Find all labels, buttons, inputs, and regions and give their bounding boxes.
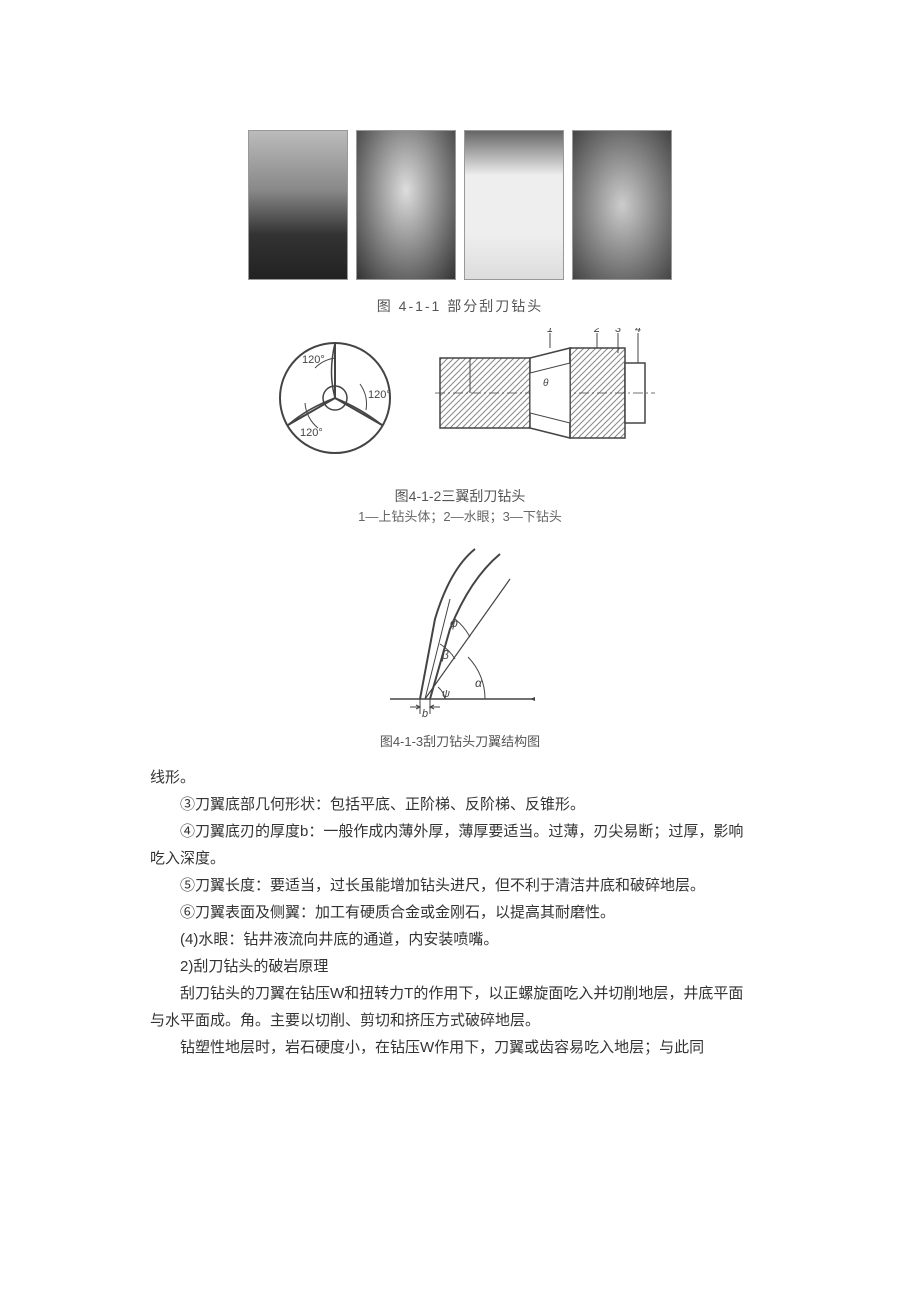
text-line-6: (4)水眼：钻井液流向井底的通道，内安装喷嘴。 [150,926,770,953]
figure-4-1-1-caption: 图 4-1-1 部分刮刀钻头 [377,296,543,316]
blade-structure-diagram: b φ β α ψ [380,539,540,719]
text-line-7: 2)刮刀钻头的破岩原理 [150,953,770,980]
drill-bit-photo-1 [248,130,348,280]
drill-bit-photo-2 [356,130,456,280]
figure-4-1-3-section: b φ β α ψ [150,539,770,719]
svg-text:θ: θ [543,378,549,389]
text-line-2: ③刀翼底部几何形状：包括平底、正阶梯、反阶梯、反锥形。 [150,791,770,818]
figure-4-1-2-legend: 1—上钻头体；2—水眼；3—下钻头 [358,506,562,525]
svg-text:3: 3 [615,328,622,335]
figure-4-1-2-section: 120° 120° 120° 1 [150,328,770,531]
figure-4-1-2-caption: 图4-1-2三翼刮刀钻头 [395,486,526,506]
text-line-3b: 吃入深度。 [150,845,770,872]
three-wing-side-view: 1 2 3 4 θ [430,328,660,458]
angle-120-1: 120° [302,354,325,366]
text-line-5: ⑥刀翼表面及侧翼：加工有硬质合金或金刚石，以提高其耐磨性。 [150,899,770,926]
svg-text:1: 1 [547,328,553,335]
three-wing-top-view: 120° 120° 120° [260,328,410,468]
drill-bit-photos [248,130,672,280]
text-line-3: ④刀翼底刃的厚度b：一般作成内薄外厚，薄厚要适当。过薄，刃尖易断；过厚，影响 [150,818,770,845]
svg-text:4: 4 [635,328,641,335]
label-phi: φ [450,616,458,630]
label-alpha: α [475,676,483,690]
text-line-1: 线形。 [150,764,770,791]
document-page: 图 4-1-1 部分刮刀钻头 120° 120° 120° [0,0,920,1111]
figure-4-1-1-section: 图 4-1-1 部分刮刀钻头 [150,130,770,328]
text-line-4: ⑤刀翼长度：要适当，过长虽能增加钻头进尺，但不利于清洁井底和破碎地层。 [150,872,770,899]
figure-4-1-3-caption: 图4-1-3刮刀钻头刀翼结构图 [150,731,770,750]
body-text: 线形。 ③刀翼底部几何形状：包括平底、正阶梯、反阶梯、反锥形。 ④刀翼底刃的厚度… [150,764,770,1061]
angle-120-2: 120° [368,389,391,401]
label-psi: ψ [442,688,450,700]
svg-text:2: 2 [593,328,600,335]
label-b: b [422,708,428,719]
text-line-8b: 与水平面成。角。主要以切削、剪切和挤压方式破碎地层。 [150,1007,770,1034]
label-beta: β [441,648,449,662]
drill-bit-photo-4 [572,130,672,280]
text-line-8: 刮刀钻头的刀翼在钻压W和扭转力T的作用下，以正螺旋面吃入并切削地层，井底平面 [150,980,770,1007]
drill-bit-photo-3 [464,130,564,280]
text-line-9: 钻塑性地层时，岩石硬度小，在钻压W作用下，刀翼或齿容易吃入地层；与此同 [150,1034,770,1061]
diagram-row: 120° 120° 120° 1 [260,328,660,468]
angle-120-3: 120° [300,427,323,439]
